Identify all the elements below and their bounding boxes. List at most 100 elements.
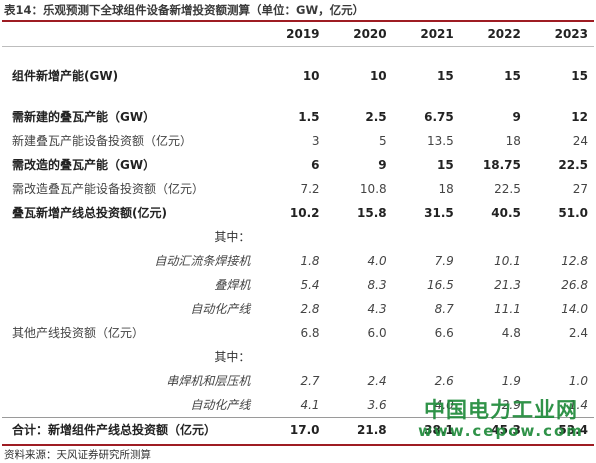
row-value: 18.75: [482, 158, 521, 172]
row-value: 2.8: [300, 302, 320, 316]
row-value: 12.8: [561, 254, 588, 268]
row-label: 其他产线投资额（亿元）: [12, 326, 145, 340]
spacer-cell: [2, 47, 594, 65]
row-value: 24: [572, 134, 588, 148]
row-value: 1.8: [300, 254, 320, 268]
row-value: 10.2: [289, 206, 320, 220]
row-value: 8.7: [434, 302, 454, 316]
row-value: 15: [437, 69, 454, 83]
header-row: 2019 2020 2021 2022 2023: [2, 22, 594, 47]
row-value: 10: [302, 69, 320, 83]
table-row: 自动化产线 4.1 3.6 4.0 2.9 1.4: [2, 393, 594, 418]
table-row: 其他产线投资额（亿元） 6.8 6.0 6.6 4.8 2.4: [2, 321, 594, 345]
row-value: 2.9: [501, 398, 521, 412]
row-value: 21.3: [494, 278, 521, 292]
row-value: 10: [369, 69, 387, 83]
row-value: 11.1: [494, 302, 521, 316]
header-year: 2020: [325, 22, 393, 47]
row-label: 需新建的叠瓦产能（GW）: [12, 110, 156, 124]
table-row: 自动化产线 2.8 4.3 8.7 11.1 14.0: [2, 297, 594, 321]
row-value: 5: [379, 134, 387, 148]
row-value: 22.5: [494, 182, 521, 196]
row-value: [527, 345, 594, 369]
table-row: 其中：: [2, 345, 594, 369]
table-title: 表14：乐观预测下全球组件设备新增投资额测算（单位：GW，亿元）: [4, 3, 365, 17]
watermark-name: 中国电力工业网: [424, 398, 578, 422]
row-value: 4.1: [300, 398, 320, 412]
row-value: 2.6: [434, 374, 454, 388]
row-value: 2.4: [568, 326, 588, 340]
row-value: 6.0: [367, 326, 387, 340]
watermark-url: www.cepow.com: [418, 422, 584, 440]
row-value: 4.0: [434, 398, 454, 412]
row-label: 其中：: [214, 350, 251, 364]
row-value: [393, 345, 460, 369]
table-row-total: 合计：新增组件产线总投资额（亿元） 17.0 21.8 38.1 45.3 53…: [2, 417, 594, 442]
row-value: 3.6: [367, 398, 387, 412]
row-value: 6.8: [300, 326, 320, 340]
row-value: 51.0: [558, 206, 588, 220]
row-label: 需改造的叠瓦产能（GW）: [12, 158, 156, 172]
title-rule: [2, 20, 594, 22]
header-label-cell: [2, 22, 259, 47]
row-value: 16.5: [427, 278, 454, 292]
row-value: [460, 225, 527, 249]
row-value: 6.75: [424, 110, 454, 124]
row-label: 叠焊机: [214, 278, 251, 292]
row-value: 1.9: [501, 374, 521, 388]
row-value: 40.5: [491, 206, 521, 220]
row-value: 4.3: [367, 302, 387, 316]
watermark: 中国电力工业网 www.cepow.com: [408, 394, 594, 448]
row-value: 9: [378, 158, 387, 172]
row-value: 2.7: [300, 374, 320, 388]
row-value: [393, 225, 460, 249]
row-value: 38.1: [392, 417, 460, 442]
investment-table: 2019 2020 2021 2022 2023 组件新增产能(GW) 10 1…: [2, 22, 594, 442]
table-row: 串焊机和层压机 2.7 2.4 2.6 1.9 1.0: [2, 369, 594, 393]
row-value: 15.8: [357, 206, 387, 220]
row-value: 15: [504, 69, 521, 83]
row-value: [527, 225, 594, 249]
row-label: 自动汇流条焊接机: [154, 254, 251, 268]
row-value: 18: [438, 182, 454, 196]
row-value: 22.5: [558, 158, 588, 172]
row-value: 27: [572, 182, 588, 196]
row-value: 12: [571, 110, 588, 124]
table-row: 需改造的叠瓦产能（GW） 6 9 15 18.75 22.5: [2, 153, 594, 177]
header-year: 2019: [258, 22, 326, 47]
row-value: 1.4: [568, 398, 588, 412]
table-row: 叠焊机 5.4 8.3 16.5 21.3 26.8: [2, 273, 594, 297]
source-note: 资料来源：天风证券研究所测算: [4, 449, 151, 461]
row-value: 10.1: [494, 254, 521, 268]
spacer-cell: [2, 88, 594, 105]
row-value: 15: [571, 69, 588, 83]
table-row-spacer: [2, 47, 594, 65]
row-label: 自动化产线: [190, 302, 251, 316]
row-value: 45.3: [459, 417, 527, 442]
row-value: 31.5: [424, 206, 454, 220]
row-label: 串焊机和层压机: [166, 374, 251, 388]
bottom-rule: [2, 444, 594, 446]
row-value: 4.8: [501, 326, 521, 340]
row-value: 3: [311, 134, 320, 148]
row-label: 需改造叠瓦产能设备投资额（亿元）: [12, 182, 205, 196]
header-year: 2023: [526, 22, 594, 47]
row-value: 14.0: [561, 302, 588, 316]
row-value: 9: [512, 110, 521, 124]
row-label: 叠瓦新增产线总投资额(亿元): [12, 206, 167, 220]
row-value: 10.8: [359, 182, 387, 196]
row-value: 13.5: [427, 134, 454, 148]
row-label: 组件新增产能(GW): [12, 69, 119, 83]
row-value: 1.0: [568, 374, 588, 388]
table-row: 需改造叠瓦产能设备投资额（亿元） 7.2 10.8 18 22.5 27: [2, 177, 594, 201]
row-value: 15: [437, 158, 454, 172]
row-value: [460, 345, 527, 369]
row-value: [326, 345, 393, 369]
row-value: 6: [311, 158, 320, 172]
table-row: 需新建的叠瓦产能（GW） 1.5 2.5 6.75 9 12: [2, 105, 594, 129]
row-value: 21.8: [325, 417, 393, 442]
table-row: 叠瓦新增产线总投资额(亿元) 10.2 15.8 31.5 40.5 51.0: [2, 201, 594, 225]
table-row: 自动汇流条焊接机 1.8 4.0 7.9 10.1 12.8: [2, 249, 594, 273]
row-value: 6.6: [434, 326, 454, 340]
header-year: 2022: [459, 22, 527, 47]
